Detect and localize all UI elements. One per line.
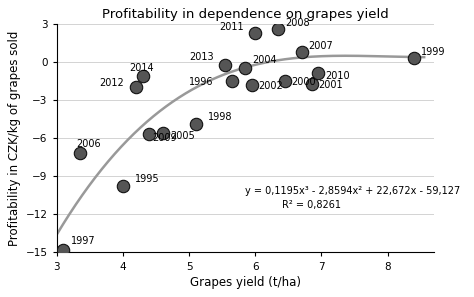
Text: 2006: 2006 xyxy=(76,139,101,149)
Text: y = 0,1195x³ - 2,8594x² + 22,672x - 59,127: y = 0,1195x³ - 2,8594x² + 22,672x - 59,1… xyxy=(246,187,461,196)
Y-axis label: Profitability in CZK/kg of grapes sold: Profitability in CZK/kg of grapes sold xyxy=(9,31,21,246)
Text: 1995: 1995 xyxy=(135,174,159,184)
X-axis label: Grapes yield (t/ha): Grapes yield (t/ha) xyxy=(190,276,301,289)
Point xyxy=(119,184,127,189)
Text: 2005: 2005 xyxy=(171,131,195,141)
Text: 2010: 2010 xyxy=(325,71,349,81)
Text: 1997: 1997 xyxy=(71,236,96,246)
Point xyxy=(59,248,67,252)
Point xyxy=(298,50,305,54)
Text: 2008: 2008 xyxy=(285,18,310,28)
Text: 2013: 2013 xyxy=(189,52,214,62)
Text: 2002: 2002 xyxy=(258,81,283,91)
Text: 1999: 1999 xyxy=(421,47,446,57)
Point xyxy=(139,74,146,78)
Title: Profitability in dependence on grapes yield: Profitability in dependence on grapes yi… xyxy=(102,8,389,21)
Text: 1996: 1996 xyxy=(189,78,213,87)
Text: 2004: 2004 xyxy=(252,55,276,65)
Point xyxy=(248,83,256,87)
Point xyxy=(146,132,153,137)
Text: 2009: 2009 xyxy=(153,133,177,143)
Point xyxy=(251,30,259,35)
Text: 2001: 2001 xyxy=(318,80,343,90)
Point xyxy=(281,79,289,83)
Point xyxy=(159,131,166,135)
Text: 2007: 2007 xyxy=(308,41,333,50)
Text: 2014: 2014 xyxy=(129,63,154,73)
Point xyxy=(76,151,83,156)
Point xyxy=(410,56,418,61)
Text: 2000: 2000 xyxy=(292,78,316,87)
Point xyxy=(274,27,282,31)
Point xyxy=(222,63,229,67)
Point xyxy=(242,66,249,71)
Text: R² = 0,8261: R² = 0,8261 xyxy=(282,200,341,210)
Point xyxy=(132,85,140,90)
Point xyxy=(314,71,322,76)
Text: 1998: 1998 xyxy=(208,112,232,122)
Text: 2012: 2012 xyxy=(100,78,124,88)
Point xyxy=(192,122,200,127)
Point xyxy=(228,79,236,83)
Text: 2011: 2011 xyxy=(219,21,244,31)
Point xyxy=(308,81,315,86)
